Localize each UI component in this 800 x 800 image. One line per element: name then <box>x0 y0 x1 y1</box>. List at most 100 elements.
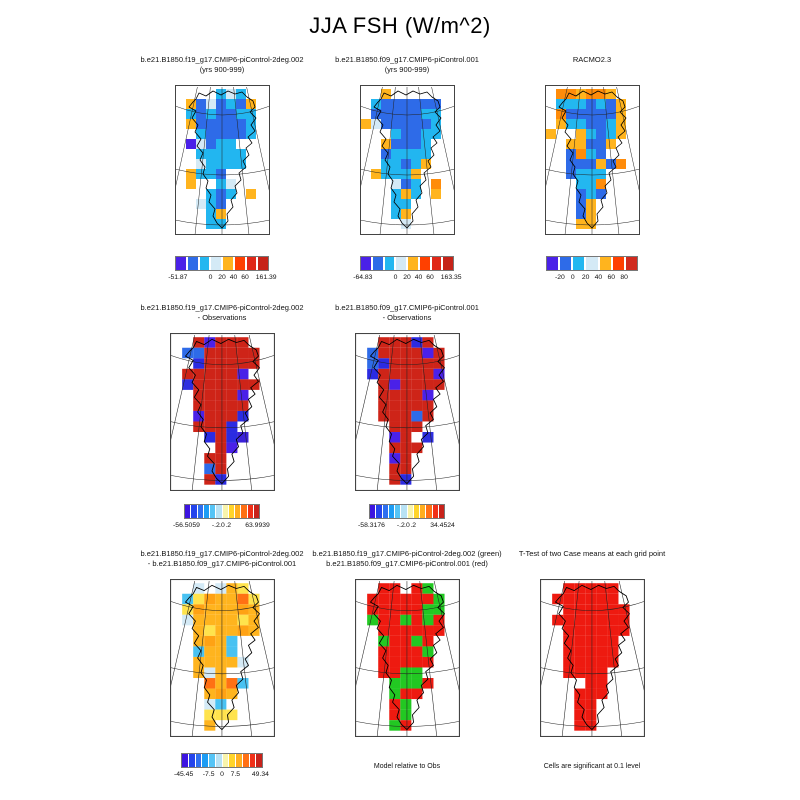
colorbar-label: 49.34 <box>251 771 269 778</box>
colorbar-label: -58.3176 <box>358 522 385 529</box>
colorbar-segment <box>242 754 249 767</box>
panel-subtitle: - Observations <box>197 312 247 322</box>
colorbar-segment <box>210 505 216 518</box>
colorbar-label: 20 <box>581 274 590 281</box>
panel-title: b.e21.B1850.f19_g17.CMIP6-piControl-2deg… <box>312 549 502 558</box>
colorbar-segment <box>413 505 419 518</box>
panel-model1-minus-obs: b.e21.B1850.f19_g17.CMIP6-piControl-2deg… <box>127 303 317 531</box>
colorbar-labels: -51.87 0 20 40 60 161.39 <box>158 274 286 283</box>
greenland-map <box>359 85 455 235</box>
colorbar-segment <box>223 257 233 270</box>
colorbar-segment <box>249 754 256 767</box>
colorbar-label: 0 <box>570 274 575 281</box>
colorbar-segment <box>209 754 215 767</box>
colorbar-segment <box>612 257 624 270</box>
greenland-map <box>539 579 645 737</box>
colorbar-segment <box>228 505 234 518</box>
colorbar-label: 60 <box>241 274 249 281</box>
colorbar-label: 0 <box>393 274 398 281</box>
colorbar-segment <box>547 257 559 270</box>
greenland-map <box>354 333 460 491</box>
colorbar-segment <box>188 754 195 767</box>
colorbar-segment <box>246 257 257 270</box>
colorbar-label: 163.35 <box>440 274 462 281</box>
panel-footnote: Model relative to Obs <box>373 763 441 770</box>
colorbar-labels: -64.83 0 20 40 60 163.35 <box>343 274 471 283</box>
colorbar-labels: -20 0 20 40 60 80 <box>529 274 655 283</box>
panel-subtitle: (yrs 900-999) <box>199 64 245 74</box>
colorbar-label: -64.83 <box>353 274 373 281</box>
colorbar-segment <box>191 505 197 518</box>
colorbar-segment <box>216 505 222 518</box>
panel-title-block: b.e21.B1850.f09_g17.CMIP6-piControl.001 … <box>335 55 479 74</box>
colorbar-segment <box>203 505 209 518</box>
colorbar-segment <box>396 257 406 270</box>
panel-title: b.e21.B1850.f19_g17.CMIP6-piControl-2deg… <box>140 55 304 64</box>
panel-ttest: T-Test of two Case means at each grid po… <box>497 549 687 770</box>
colorbar: -20 0 20 40 60 80 <box>529 256 655 283</box>
panel-title: T-Test of two Case means at each grid po… <box>518 549 666 558</box>
panel-subtitle: b.e21.B1850.f09_g17.CMIP6-piControl.001 … <box>326 558 488 568</box>
colorbar: -56.5059 -.2.0.2 63.9939 <box>167 504 277 531</box>
panel-title-block: b.e21.B1850.f09_g17.CMIP6-piControl.001 … <box>335 303 479 322</box>
panel-title-block: b.e21.B1850.f19_g17.CMIP6-piControl-2deg… <box>140 303 303 322</box>
greenland-map <box>174 85 270 235</box>
colorbar-segment <box>247 505 253 518</box>
panel-model2-minus-obs: b.e21.B1850.f09_g17.CMIP6-piControl.001 … <box>312 303 502 531</box>
colorbar-segment <box>586 257 598 270</box>
colorbar-label: 60 <box>607 274 616 281</box>
colorbar-segment <box>376 505 382 518</box>
colorbar-label: .2 <box>410 522 416 529</box>
panel-subtitle: - Observations <box>382 312 432 322</box>
colorbar-segment <box>384 257 395 270</box>
colorbar-label: .0 <box>404 522 410 529</box>
greenland-map <box>169 333 275 491</box>
colorbar-segment <box>432 505 438 518</box>
colorbar-label: -20 <box>554 274 565 281</box>
panel-title-block: b.e21.B1850.f19_g17.CMIP6-piControl-2deg… <box>140 549 303 568</box>
colorbar-label: .0 <box>219 522 225 529</box>
colorbar-label: 34.4524 <box>430 522 455 529</box>
colorbar-labels: -58.3176 -.2.0.2 34.4524 <box>352 522 462 531</box>
colorbar-segment <box>370 505 376 518</box>
panel-subtitle: - b.e21.B1850.f09_g17.CMIP6-piControl.00… <box>147 558 297 568</box>
panel-racmo: RACMO2.3 -20 0 20 40 60 80 <box>497 55 687 283</box>
panel-model1-minus-model2: b.e21.B1850.f19_g17.CMIP6-piControl-2deg… <box>127 549 317 780</box>
panel-title-block: T-Test of two Case means at each grid po… <box>519 549 665 568</box>
colorbar-label: 0 <box>220 771 224 778</box>
colorbar: -51.87 0 20 40 60 161.39 <box>158 256 286 283</box>
colorbar-segment <box>395 505 401 518</box>
colorbar-segment <box>361 257 371 270</box>
colorbar-segment <box>599 257 611 270</box>
colorbar-labels: -56.5059 -.2.0.2 63.9939 <box>167 522 277 531</box>
colorbar-segment <box>195 754 202 767</box>
colorbar: -58.3176 -.2.0.2 34.4524 <box>352 504 462 531</box>
colorbar-segment <box>235 505 241 518</box>
panel-title-block: b.e21.B1850.f19_g17.CMIP6-piControl-2deg… <box>312 549 501 568</box>
colorbar-segment <box>241 505 247 518</box>
panel-title-block: b.e21.B1850.f19_g17.CMIP6-piControl-2deg… <box>140 55 303 74</box>
colorbar-segment <box>388 505 394 518</box>
colorbar-segment <box>202 754 208 767</box>
colorbar-label: 40 <box>594 274 603 281</box>
panel-title: b.e21.B1850.f19_g17.CMIP6-piControl-2deg… <box>140 549 304 558</box>
colorbar: -45.45 -7.5 0 7.5 49.34 <box>164 753 280 780</box>
colorbar-segment <box>185 505 191 518</box>
colorbar-label: 40 <box>229 274 238 281</box>
colorbar-segment <box>443 257 453 270</box>
greenland-map <box>544 85 640 235</box>
colorbar-label: -56.5059 <box>173 522 200 529</box>
colorbar-segment <box>382 505 388 518</box>
colorbar-segment <box>197 505 203 518</box>
panel-title: b.e21.B1850.f09_g17.CMIP6-piControl.001 <box>335 55 479 64</box>
colorbar-segment <box>215 754 222 767</box>
colorbar-label: 20 <box>218 274 226 281</box>
colorbar-label: 20 <box>403 274 411 281</box>
colorbar-label: -7.5 <box>202 771 215 778</box>
greenland-map <box>169 579 275 737</box>
panel-footnote: Cells are significant at 0.1 level <box>543 763 641 770</box>
colorbar-label: -51.87 <box>168 274 188 281</box>
colorbar-segment <box>408 257 418 270</box>
colorbar-segment <box>426 505 432 518</box>
colorbar-segment <box>222 505 228 518</box>
